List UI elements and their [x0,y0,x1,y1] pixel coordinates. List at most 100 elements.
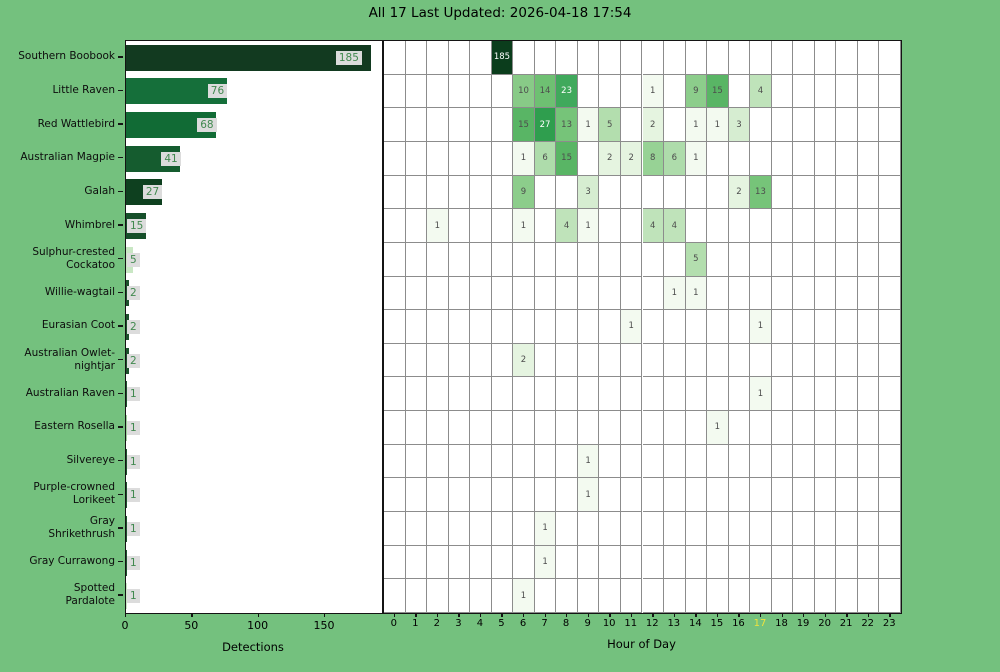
heatmap-cell [427,579,449,613]
hour-tick-mark [501,613,503,617]
hour-tick-mark [673,613,676,617]
heatmap-cell [793,276,815,311]
heatmap-cell: 1 [577,209,600,243]
heatmap-cell [728,343,751,378]
hour-tick-label: 7 [541,618,548,629]
heatmap-cell [664,310,686,344]
heatmap-cell [599,478,621,513]
species-label: Whimbrel [64,218,115,231]
heatmap-cell [384,444,406,479]
bar-value-label: 15 [127,219,147,234]
heatmap-cell [405,141,428,176]
heatmap-cell [750,276,772,311]
heatmap-cell [857,209,880,243]
heatmap-cell [707,175,729,210]
heatmap-cell [491,579,514,613]
bar-value-label: 185 [335,50,362,65]
heatmap-cell [534,242,557,277]
heatmap-cell [470,175,492,210]
heatmap-cell [384,343,406,378]
heatmap-cell [793,545,815,580]
heatmap-cell [814,175,837,210]
heatmap-cell [491,175,514,210]
species-label: Australian Owlet-nightjar [24,346,115,372]
heatmap-cell [685,478,708,513]
species-label: Eastern Rosella [34,420,115,433]
heatmap-cell [620,175,643,210]
heatmap-cell: 6 [534,141,557,176]
y-tick-mark [118,258,123,260]
heatmap-cell [814,242,837,277]
detection-bar [126,549,128,576]
heatmap-cell [728,545,751,580]
heatmap-cell [470,411,492,445]
heatmap-cell [857,276,880,311]
heatmap-cell [599,377,621,412]
heatmap-cell: 1 [577,444,600,479]
heatmap-cell [857,579,880,613]
hour-tick-mark [803,613,805,617]
y-tick-mark [118,594,123,596]
heatmap-cell [620,478,643,513]
heatmap-cell [577,41,600,75]
heatmap-cell [384,310,406,344]
heatmap-cell [405,478,428,513]
detection-bar [126,482,128,509]
heatmap-cell [491,108,514,142]
heatmap-cell [491,411,514,445]
heatmap-cell [771,141,794,176]
heatmap-cell [814,377,837,412]
y-tick-mark [118,123,123,125]
hour-tick-mark [393,613,396,617]
heatmap-cell [620,276,643,311]
hour-tick-label: 2 [433,618,441,629]
heatmap-cell [599,276,621,311]
species-label: Gray Currawong [29,555,115,568]
heatmap-cell [577,74,600,109]
heatmap-cell [771,74,794,109]
bar-value-label: 41 [161,151,181,166]
heatmap-cell [405,276,428,311]
heatmap-cell [664,545,686,580]
hour-tick-mark [824,613,826,617]
heatmap-cell [513,242,535,277]
hour-tick-mark [889,613,891,617]
chart-title: All 17 Last Updated: 2026-04-18 17:54 [368,5,632,21]
heatmap-cell [879,209,901,243]
hour-tick-mark [609,613,611,617]
detection-bar [126,515,128,542]
heatmap-cell [857,411,880,445]
heatmap-cell [728,141,751,176]
heatmap-cell [448,545,471,580]
heatmap-cell [556,310,578,344]
heatmap-cell [577,242,600,277]
heatmap-cell [599,444,621,479]
x-tick-label: 100 [247,619,269,632]
y-tick-mark [118,224,123,226]
heatmap-cell [405,209,428,243]
x-tick-mark [191,613,193,617]
heatmap-cell [405,444,428,479]
y-tick-mark [118,157,123,159]
heatmap-cell [642,512,665,546]
heatmap-cell [664,41,686,75]
heatmap-cell [513,411,535,445]
heatmap-cell [750,41,772,75]
x-tick-mark [257,613,260,617]
heatmap-cell [879,377,901,412]
bar-value-label: 1 [127,555,140,570]
heatmap-cell: 1 [534,545,557,580]
hour-tick-label: 5 [498,618,505,629]
heatmap-cell [642,276,665,311]
heatmap-cell [491,209,514,243]
heatmap-cell [556,545,578,580]
heatmap-cell [534,579,557,613]
hour-tick-mark [695,613,697,617]
heatmap-cell: 185 [491,41,514,75]
heatmap-cell [405,242,428,277]
hour-tick-label: 23 [882,618,896,629]
heatmap-cell [814,512,837,546]
heatmap-cell [513,276,535,311]
heatmap-cell [427,310,449,344]
